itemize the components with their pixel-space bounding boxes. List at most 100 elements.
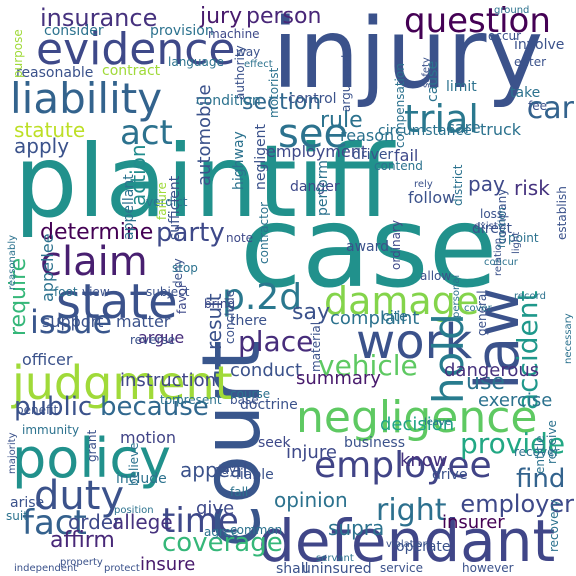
word: case xyxy=(240,183,498,313)
word: material xyxy=(309,321,323,372)
word: trial xyxy=(404,97,479,141)
word: conduct xyxy=(230,360,303,381)
word: district xyxy=(451,164,465,206)
word: circumstance xyxy=(378,123,472,139)
word: position xyxy=(114,505,154,516)
word: grant xyxy=(85,429,99,462)
word: business xyxy=(344,435,406,451)
word: exist xyxy=(474,221,498,232)
word: cite xyxy=(382,309,408,325)
word: fail xyxy=(394,146,419,165)
word: agree xyxy=(204,525,239,539)
word: protect xyxy=(104,563,140,574)
word: compensation xyxy=(393,63,407,148)
word: supra xyxy=(328,516,385,540)
word: control xyxy=(288,91,337,107)
word: care xyxy=(446,118,481,137)
word: foot xyxy=(54,285,78,299)
word: servant xyxy=(316,553,354,564)
word: base xyxy=(230,393,259,407)
word: evidence xyxy=(36,24,236,75)
word: state xyxy=(56,274,178,330)
word: negligence xyxy=(296,392,538,443)
word: employment xyxy=(266,142,368,161)
word: fee xyxy=(528,99,547,113)
word: determine xyxy=(40,220,154,245)
word: driver xyxy=(352,147,394,163)
word: sufficient xyxy=(167,175,183,240)
word: direct xyxy=(472,221,513,237)
word: reason xyxy=(340,126,395,145)
word: car xyxy=(526,91,574,126)
word: property xyxy=(60,557,103,568)
word: section xyxy=(242,90,322,115)
word: say xyxy=(292,300,330,325)
word: statute xyxy=(14,118,86,142)
word: appellant xyxy=(121,174,137,240)
word: question xyxy=(404,1,551,41)
word: rule xyxy=(320,108,363,133)
word: pay xyxy=(468,172,505,196)
word: fall xyxy=(230,485,249,499)
word: allege xyxy=(112,510,173,534)
word: rely xyxy=(414,179,433,190)
word: receive xyxy=(545,420,559,464)
word: however xyxy=(462,561,514,575)
word: fact xyxy=(22,503,87,543)
word: present xyxy=(176,393,222,407)
word: purpose xyxy=(11,29,25,78)
word: service xyxy=(380,561,423,575)
word: affirm xyxy=(50,528,115,553)
word: loss xyxy=(480,207,504,221)
word: drive xyxy=(432,467,468,483)
word: personal xyxy=(451,274,462,318)
word: right xyxy=(376,493,447,528)
word: there xyxy=(230,313,268,329)
word: judgment xyxy=(12,356,233,410)
word: recover xyxy=(514,445,560,459)
word: insure xyxy=(140,554,196,575)
word: reasonable xyxy=(16,65,94,81)
word: employer xyxy=(460,490,574,518)
word: injure xyxy=(286,442,337,463)
word: concur xyxy=(484,257,518,268)
word: limit xyxy=(446,79,477,95)
word: insurer xyxy=(442,512,505,533)
word: independent xyxy=(14,563,78,574)
word: dangerous xyxy=(444,360,540,381)
word: uninsured xyxy=(302,561,372,576)
word: highway xyxy=(231,131,247,190)
word: machine xyxy=(208,27,260,41)
word: language xyxy=(168,55,224,69)
word: know xyxy=(400,450,448,471)
word: motion xyxy=(120,428,177,447)
word: establish xyxy=(555,186,569,240)
word: ground xyxy=(494,5,530,16)
word: insurance xyxy=(40,4,158,32)
word: provision xyxy=(150,23,214,39)
word: favor xyxy=(175,283,189,314)
word: necessary xyxy=(563,313,574,364)
word: jury xyxy=(200,4,243,29)
word: immunity xyxy=(22,423,80,437)
word: bring xyxy=(204,297,236,311)
word: award xyxy=(346,239,390,255)
word: point xyxy=(508,231,539,245)
word: course xyxy=(230,387,271,401)
word: provide xyxy=(460,427,566,460)
word: risk xyxy=(514,176,550,200)
word: time xyxy=(162,501,239,541)
word: enter xyxy=(514,55,547,69)
word: conclude xyxy=(223,289,237,344)
word: believe xyxy=(127,442,141,486)
word: contractor xyxy=(257,201,271,264)
word: take xyxy=(510,85,541,101)
word: policy xyxy=(12,427,171,490)
word: exercise xyxy=(478,390,553,411)
word: decision xyxy=(380,414,455,435)
word: stop xyxy=(172,261,198,275)
word: public xyxy=(14,392,93,422)
word: argument xyxy=(339,53,353,112)
word: cover xyxy=(464,303,492,314)
